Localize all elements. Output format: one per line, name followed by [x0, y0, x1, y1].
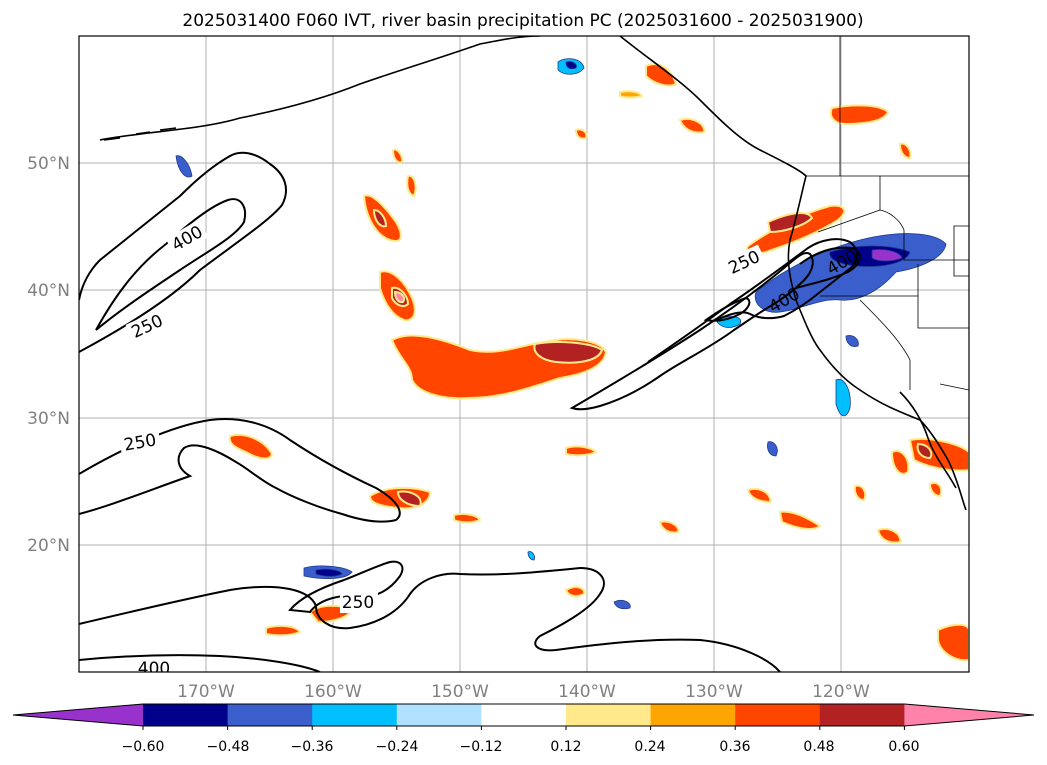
- contour-400-ar-inner: [703, 296, 751, 322]
- coastlines: [99, 36, 967, 511]
- colorbar-tick: −0.24: [376, 739, 419, 755]
- precip-blob: [678, 118, 706, 134]
- precip-blob: [916, 442, 933, 460]
- precip-blob: [228, 434, 274, 460]
- precip-blob: [564, 586, 586, 598]
- precip-positive-blobs: [228, 63, 969, 662]
- precip-blob: [898, 142, 912, 160]
- colorbar-tick: −0.36: [291, 739, 334, 755]
- precip-blob: [766, 212, 814, 234]
- precip-blob: [315, 568, 343, 577]
- precip-blob: [845, 335, 859, 347]
- precip-blob: [928, 482, 943, 498]
- precip-blob: [565, 61, 577, 70]
- precip-blob: [574, 128, 588, 140]
- colorbar-tick: 0.60: [888, 739, 919, 755]
- colorbar-bin: [735, 704, 821, 726]
- precip-blob: [658, 520, 680, 534]
- precip-blob: [391, 148, 404, 164]
- colorbar-bin: [396, 704, 482, 726]
- precip-blob: [871, 249, 903, 262]
- colorbar-bin: [566, 704, 652, 726]
- precip-blob: [396, 490, 422, 508]
- colorbar-extend-high: [904, 704, 1034, 726]
- precip-blob: [619, 90, 644, 99]
- colorbar-bin: [227, 704, 313, 726]
- lat-tick: 40°N: [27, 281, 70, 301]
- coastline-pnw: [619, 36, 967, 511]
- map-content: 400 250 250 250 250 400 400 400: [79, 36, 969, 679]
- contour-250-west: [79, 151, 287, 353]
- colorbar-bin: [819, 704, 905, 726]
- lat-tick: 30°N: [27, 409, 70, 429]
- lat-tick: 20°N: [27, 536, 70, 556]
- lon-tick: 150°W: [431, 682, 489, 702]
- contour-label: 400: [138, 659, 170, 679]
- colorbar-extend-low: [13, 704, 143, 726]
- contour-label: 250: [342, 593, 374, 613]
- contour-400-west: [95, 198, 246, 331]
- precip-blob: [406, 174, 417, 198]
- precip-blob: [746, 488, 772, 504]
- precip-blob: [853, 484, 867, 502]
- colorbar-tick: −0.48: [207, 739, 250, 755]
- ivt-contours: [79, 151, 861, 672]
- precip-blob: [876, 528, 902, 544]
- contour-250-ar: [569, 252, 814, 411]
- contour-south-right: [534, 567, 781, 672]
- borders: [806, 36, 969, 391]
- lon-tick: 120°W: [812, 682, 870, 702]
- lon-tick-labels: 170°W 160°W 150°W 140°W 130°W 120°W: [177, 682, 870, 702]
- lon-tick: 140°W: [558, 682, 616, 702]
- precip-blob: [829, 104, 890, 126]
- precip-blob: [890, 450, 910, 475]
- precip-blob: [937, 623, 969, 662]
- colorbar-tick: 0.12: [550, 739, 581, 755]
- precip-blob: [372, 208, 388, 228]
- lat-tick-labels: 50°N 40°N 30°N 20°N: [27, 154, 70, 556]
- lon-tick: 160°W: [304, 682, 362, 702]
- precip-negative-blobs: [175, 58, 947, 610]
- contour-ar-loop: [795, 246, 861, 289]
- precip-blob: [453, 512, 482, 524]
- colorbar-bin: [650, 704, 736, 726]
- contour-400-bottom: [79, 654, 321, 672]
- precip-blob: [613, 600, 631, 610]
- coastline-alaska-islands: [103, 127, 177, 141]
- lat-tick: 50°N: [27, 154, 70, 174]
- colorbar-tick: 0.48: [803, 739, 834, 755]
- contour-400-ar: [647, 238, 859, 363]
- precip-blob: [835, 378, 851, 417]
- precip-blob: [778, 510, 822, 530]
- coastline-baja: [899, 391, 957, 489]
- contour-400-south: [79, 567, 581, 630]
- colorbar-tick: 0.24: [634, 739, 665, 755]
- precip-blob: [533, 341, 604, 364]
- colorbar-bin: [481, 704, 567, 726]
- figure-title: 2025031400 F060 IVT, river basin precipi…: [182, 11, 863, 31]
- precip-blob: [767, 441, 778, 457]
- contour-250-central: [79, 418, 401, 523]
- colorbar-tick: −0.60: [122, 739, 165, 755]
- lon-tick: 170°W: [177, 682, 235, 702]
- colorbar-tick-labels: −0.60 −0.48 −0.36 −0.24 −0.12 0.12 0.24 …: [122, 739, 920, 755]
- colorbar-tick: −0.12: [460, 739, 503, 755]
- precip-blob: [565, 445, 598, 457]
- precip-blob: [527, 551, 535, 561]
- colorbar: [12, 703, 1035, 730]
- map-frame: [78, 35, 970, 673]
- precip-blob: [175, 155, 193, 178]
- precip-blob: [393, 290, 405, 304]
- precip-blob: [265, 624, 302, 637]
- colorbar-bin: [312, 704, 398, 726]
- colorbar-tick: 0.36: [719, 739, 750, 755]
- lon-tick: 130°W: [685, 682, 743, 702]
- colorbar-bin: [143, 704, 229, 726]
- coastline-alaska: [99, 36, 541, 141]
